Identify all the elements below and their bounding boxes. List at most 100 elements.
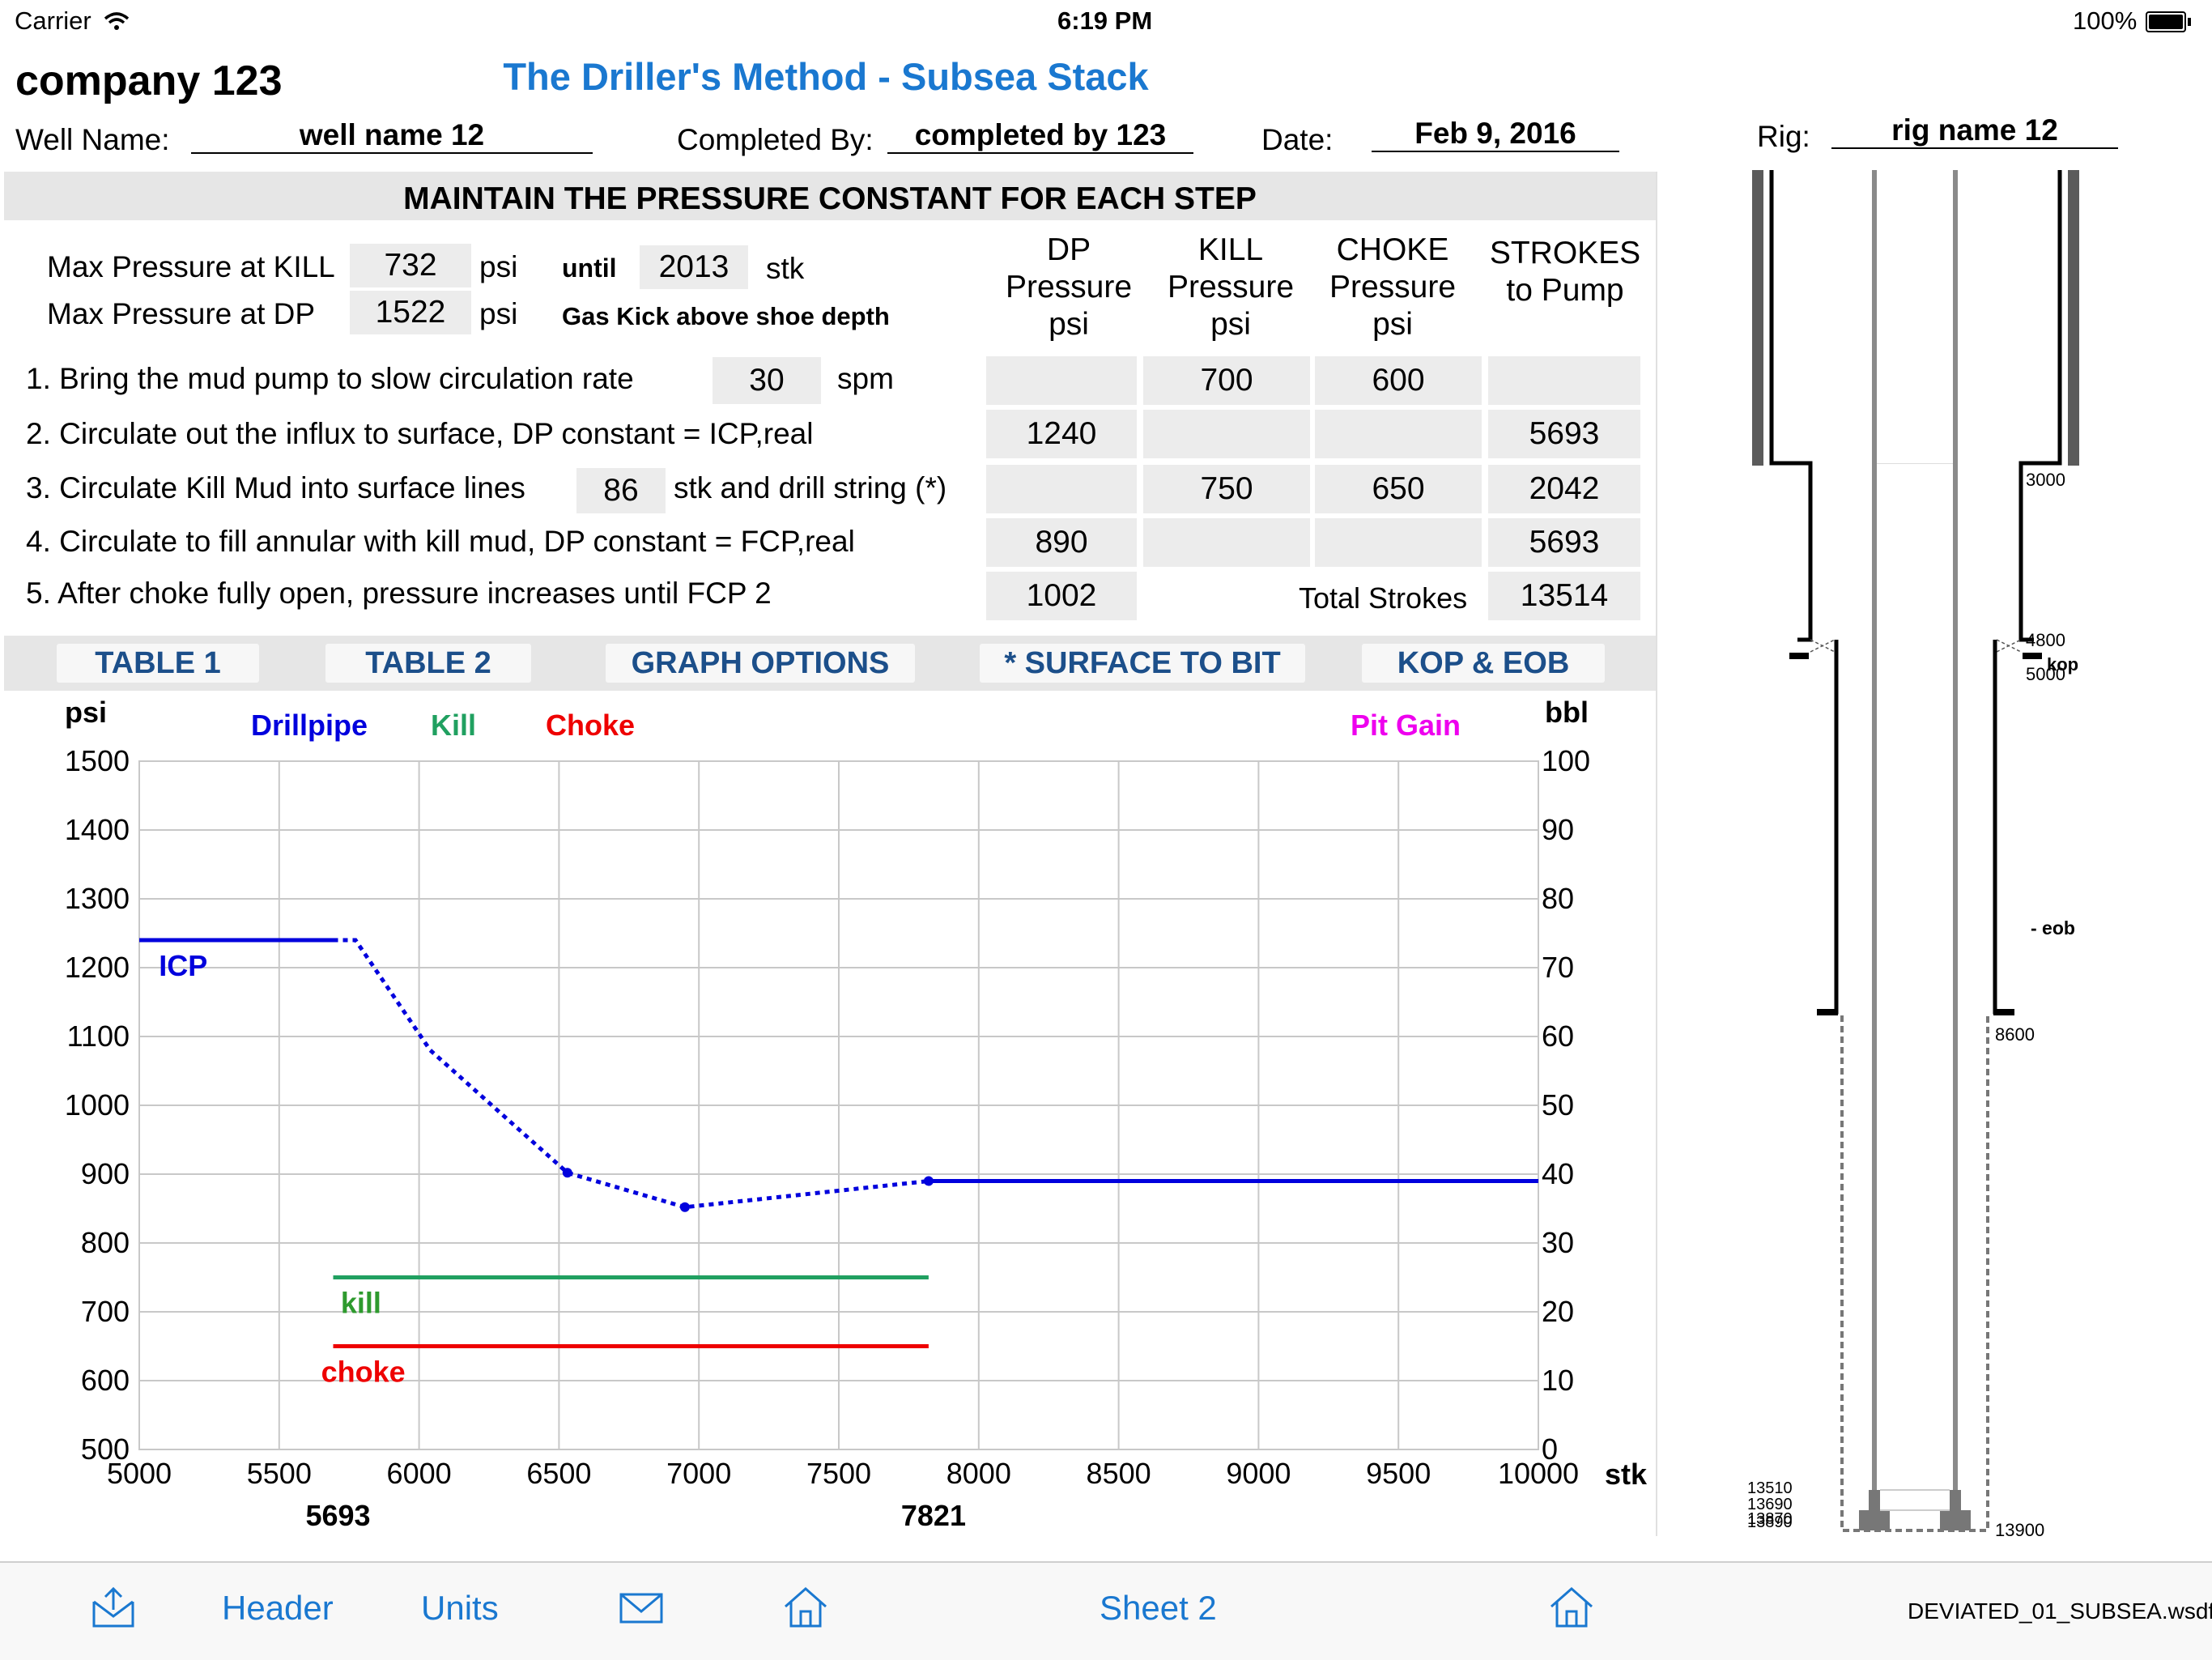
step-1-choke[interactable]: 600 (1315, 356, 1482, 405)
depth-13890: 13890 (1747, 1513, 1793, 1531)
circulation-rate-input[interactable]: 30 (713, 357, 821, 404)
step-4-kill[interactable] (1143, 518, 1310, 567)
x-tick-label: 10000 (1498, 1457, 1579, 1490)
step-1-kill[interactable]: 700 (1143, 356, 1310, 405)
completed-by-field[interactable]: completed by 123 (887, 118, 1193, 154)
y-tick-label: 700 (81, 1295, 130, 1328)
strokes-column-header: STROKES to Pump (1489, 236, 1641, 308)
legend-drillpipe: Drillpipe (251, 709, 368, 742)
depth-4800: 4800 (2026, 630, 2065, 650)
bottom-toolbar (0, 1561, 2212, 1660)
date-field[interactable]: Feb 9, 2016 (1372, 117, 1619, 152)
x-tick-label: 9500 (1366, 1457, 1431, 1490)
kill-label: kill (341, 1287, 381, 1320)
step-3-strokes[interactable]: 2042 (1488, 465, 1640, 513)
file-name: DEVIATED_01_SUBSEA.wsdf (1908, 1598, 2212, 1624)
x-axis-unit: stk (1605, 1458, 1648, 1491)
depth-13690: 13690 (1747, 1496, 1793, 1513)
date-label: Date: (1261, 123, 1334, 156)
gas-kick-right (1996, 639, 2022, 653)
y-tick-label: 800 (81, 1226, 130, 1259)
page-title: The Driller's Method - Subsea Stack (503, 55, 1149, 98)
step-4-text: 4. Circulate to fill annular with kill m… (26, 525, 855, 558)
max-kill-label: Max Pressure at KILL (47, 250, 335, 283)
x-tick-label: 6500 (526, 1457, 591, 1490)
until-value[interactable]: 2013 (640, 245, 748, 289)
step-3-choke[interactable]: 650 (1315, 465, 1482, 513)
y-tick-label: 500 (81, 1432, 130, 1466)
rig-label: Rig: (1757, 120, 1810, 153)
riser-right-wall (2068, 170, 2079, 466)
panel-divider (1656, 172, 1657, 1536)
surface-lines-stk-input[interactable]: 86 (576, 468, 666, 513)
casing-left (1769, 170, 1813, 642)
max-kill-unit: psi (479, 250, 518, 283)
y2-tick-label: 80 (1542, 882, 1574, 915)
step-2-kill[interactable] (1143, 410, 1310, 458)
gas-kick-left (1810, 639, 1836, 653)
home-icon[interactable] (782, 1586, 829, 1629)
header-button[interactable]: Header (222, 1589, 334, 1627)
sheet-2-button[interactable]: Sheet 2 (1100, 1589, 1217, 1627)
kop-label: kop (2047, 654, 2078, 675)
drillpipe-line-transition (333, 938, 929, 1210)
max-dp-value[interactable]: 1522 (350, 291, 471, 334)
step-4-dp[interactable]: 890 (986, 518, 1137, 567)
instruction-banner: MAINTAIN THE PRESSURE CONSTANT FOR EACH … (4, 172, 1656, 220)
tab-surface-to-bit[interactable]: * SURFACE TO BIT (980, 644, 1305, 683)
legend-pit-gain: Pit Gain (1351, 709, 1461, 742)
step-3-dp[interactable] (986, 465, 1137, 513)
y2-tick-label: 0 (1542, 1432, 1558, 1466)
tab-graph-options[interactable]: GRAPH OPTIONS (606, 644, 915, 683)
y2-tick-label: 100 (1542, 744, 1590, 777)
shoe-right (2023, 653, 2042, 659)
x-tick-label: 8500 (1087, 1457, 1151, 1490)
carrier-label: Carrier (15, 6, 130, 36)
tab-kop-eob[interactable]: KOP & EOB (1362, 644, 1605, 683)
step-2-strokes[interactable]: 5693 (1488, 410, 1640, 458)
y-tick-label: 1500 (65, 744, 130, 777)
completed-by-label: Completed By: (677, 123, 874, 156)
shoe-left (1789, 653, 1809, 659)
y2-tick-label: 10 (1542, 1364, 1574, 1397)
x-tick-label: 9000 (1226, 1457, 1291, 1490)
well-name-field[interactable]: well name 12 (191, 118, 593, 154)
step-2-text: 2. Circulate out the influx to surface, … (26, 417, 814, 450)
step-3-kill[interactable]: 750 (1143, 465, 1310, 513)
choke-column-header: CHOKE Pressure psi (1329, 232, 1457, 342)
icp-label: ICP (159, 949, 207, 982)
step-4-choke[interactable] (1315, 518, 1482, 567)
depth-13510: 13510 (1747, 1479, 1793, 1497)
legend-choke: Choke (546, 709, 635, 742)
drillpipe-point (679, 1202, 690, 1212)
legend-kill: Kill (431, 709, 476, 742)
until-label: until (562, 253, 617, 283)
tab-table-2[interactable]: TABLE 2 (325, 644, 531, 683)
y2-tick-label: 50 (1542, 1088, 1574, 1122)
x-tick-label: 5000 (107, 1457, 172, 1490)
drillstring-left (1872, 170, 1877, 1498)
wellbore-diagram: 3000 4800 kop 5000 - eob 8600 13900 1351… (1747, 170, 2079, 1540)
step-1-strokes[interactable] (1488, 356, 1640, 405)
step-2-dp[interactable]: 1240 (986, 410, 1137, 458)
step-1-dp[interactable] (986, 356, 1137, 405)
battery-icon (2146, 11, 2191, 32)
drillpipe-point (923, 1176, 934, 1186)
step-2-choke[interactable] (1315, 410, 1482, 458)
max-kill-value[interactable]: 732 (350, 244, 471, 287)
step-4-strokes[interactable]: 5693 (1488, 518, 1640, 567)
total-strokes-label: Total Strokes (1299, 581, 1468, 615)
well-name-label: Well Name: (15, 123, 170, 156)
clock: 6:19 PM (1057, 6, 1153, 35)
depth-3000: 3000 (2026, 470, 2065, 490)
left-axis-unit: psi (65, 696, 107, 729)
y-tick-label: 1100 (67, 1019, 130, 1053)
units-button[interactable]: Units (421, 1589, 499, 1627)
home-icon[interactable] (1548, 1586, 1595, 1629)
export-mail-icon[interactable] (91, 1587, 136, 1629)
x-tick-label: 6000 (387, 1457, 452, 1490)
tab-table-1[interactable]: TABLE 1 (57, 644, 259, 683)
rig-field[interactable]: rig name 12 (1831, 113, 2118, 149)
mail-icon[interactable] (619, 1592, 664, 1624)
step-5-dp[interactable]: 1002 (986, 572, 1137, 620)
